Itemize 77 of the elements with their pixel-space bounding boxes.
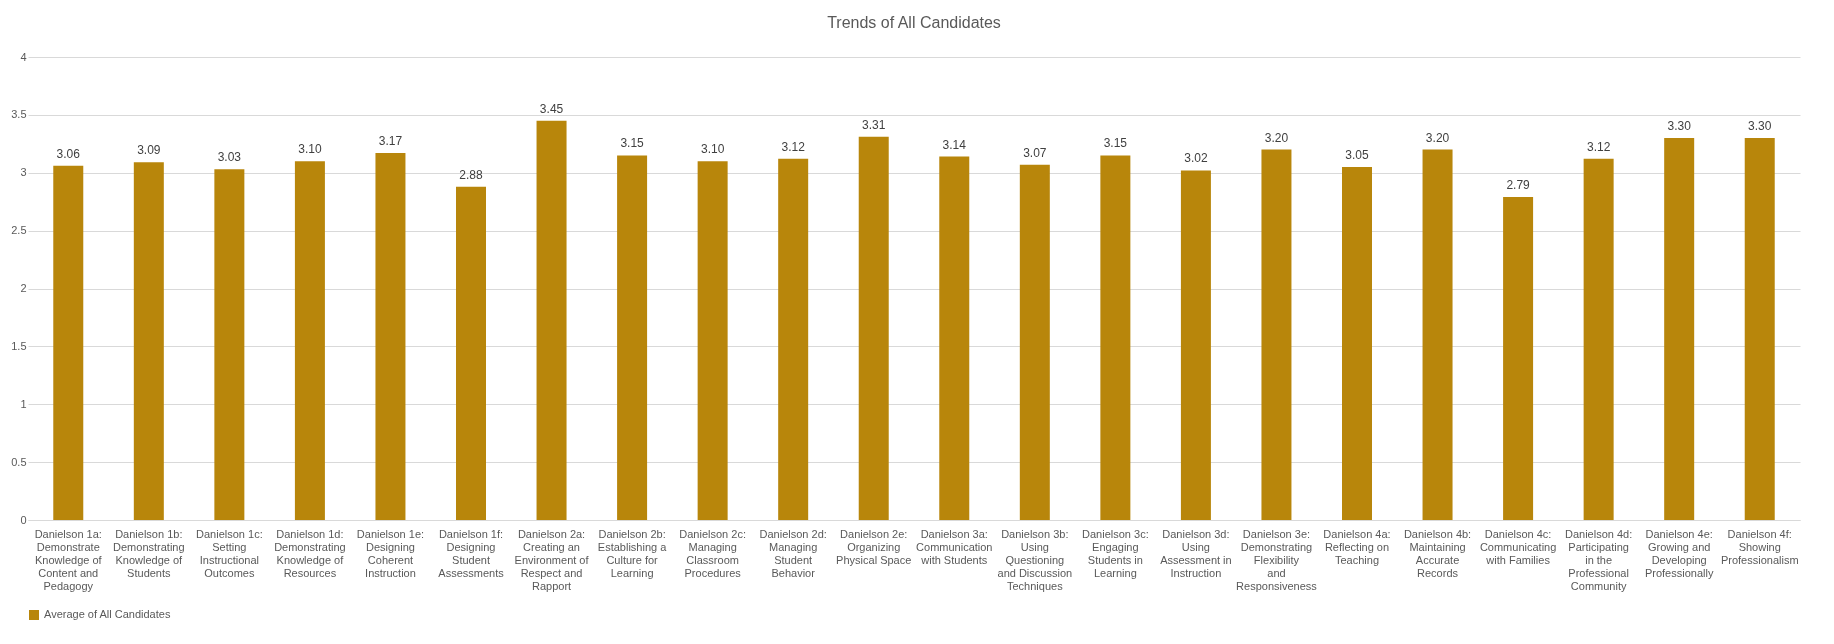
x-tick-label: Danielson 3d: Using Assessment in Instruction	[1160, 527, 1232, 579]
bar	[1503, 197, 1534, 520]
x-tick-label: Danielson 3c: Engaging Students in Learning	[1082, 527, 1149, 579]
data-label: 2.79	[1506, 178, 1531, 193]
bar	[536, 120, 567, 520]
y-tick-label: 0	[20, 513, 27, 526]
data-label: 3.07	[1023, 145, 1047, 160]
x-tick-label: Danielson 4c: Communicating with Families	[1479, 527, 1557, 566]
x-tick-label: Danielson 1d: Demonstrating Knowledge of Resources	[274, 527, 346, 579]
data-label: 3.17	[378, 134, 403, 149]
y-tick-label: 1	[20, 397, 27, 410]
y-tick-label: 3.5	[11, 108, 27, 121]
data-label: 3.03	[217, 150, 242, 165]
bar	[1342, 166, 1372, 520]
bar	[617, 155, 648, 520]
data-label: 3.15	[1103, 136, 1128, 151]
data-label: 3.10	[700, 142, 725, 157]
bar	[1664, 138, 1695, 520]
data-label: 3.12	[1586, 139, 1611, 154]
data-label: 3.05	[1345, 147, 1369, 162]
y-tick-label: 2	[20, 282, 27, 294]
data-label: 3.12	[781, 139, 806, 154]
bar	[1422, 149, 1453, 520]
bar	[1100, 155, 1131, 520]
data-label: 3.31	[862, 117, 886, 132]
x-tick-label: Danielson 2e: Organizing Physical Space	[836, 527, 912, 566]
chart-title: Trends of All Candidates	[827, 14, 1001, 31]
bar	[939, 156, 970, 520]
x-tick-label: Danielson 2d: Managing Student Behavior	[759, 527, 827, 579]
x-tick-label: Danielson 3a: Communication with Students	[916, 527, 993, 566]
x-tick-label: Danielson 1b: Demonstrating Knowledge of Students	[113, 527, 185, 579]
bar	[456, 186, 486, 520]
bar	[375, 153, 406, 520]
data-label: 3.30	[1748, 119, 1772, 134]
bar	[1261, 149, 1292, 520]
data-label: 3.20	[1425, 130, 1450, 145]
bar	[1019, 164, 1050, 520]
bar	[858, 136, 889, 520]
x-tick-label: Danielson 1a: Demonstrate Knowledge of Content and Pedagogy	[34, 527, 103, 592]
y-tick-label: 3	[20, 166, 27, 179]
bar	[1583, 158, 1614, 520]
bar	[1180, 170, 1211, 520]
data-label: 3.14	[942, 137, 967, 152]
data-label: 3.09	[137, 143, 161, 158]
x-tick-label: Danielson 4e: Growing and Developing Professionally	[1644, 527, 1714, 579]
bar	[53, 165, 84, 520]
bar	[697, 161, 728, 520]
data-label: 3.15	[620, 136, 645, 151]
y-tick-label: 4	[20, 50, 27, 63]
x-tick-label: Danielson 1e: Designing Coherent Instruction	[356, 527, 425, 579]
y-tick-label: 0.5	[11, 455, 27, 468]
x-tick-label: Danielson 3e: Demonstrating Flexibility and Responsiveness	[1236, 527, 1318, 592]
x-tick-label: Danielson 4a: Reflecting on Teaching	[1323, 527, 1391, 566]
data-label: 2.88	[459, 167, 483, 182]
data-label: 3.45	[539, 101, 564, 116]
x-tick-label: Danielson 4b: Maintaining Accurate Records	[1403, 527, 1472, 579]
data-label: 3.30	[1667, 119, 1692, 134]
x-tick-label: Danielson 4f: Showing Professionalism	[1720, 527, 1799, 566]
data-label: 3.06	[56, 146, 81, 161]
x-tick-label: Danielson 4d: Participating in the Professional Community	[1565, 527, 1633, 592]
bar	[778, 158, 809, 520]
data-label: 3.20	[1264, 130, 1289, 145]
bar	[214, 169, 245, 520]
y-tick-label: 2.5	[11, 224, 27, 237]
bar	[1744, 138, 1775, 520]
x-tick-label: Danielson 2c: Managing Classroom Procedures	[679, 527, 746, 579]
data-label: 3.02	[1184, 151, 1208, 166]
x-tick-label: Danielson 2a: Creating an Environment of Respect and Rapport	[514, 527, 590, 592]
x-tick-label: Danielson 1f: Designing Student Assessments	[438, 527, 505, 579]
legend-label: Average of All Candidates	[44, 608, 171, 620]
bar	[133, 162, 164, 520]
y-tick-label: 1.5	[11, 339, 27, 352]
x-tick-label: Danielson 3b: Using Questioning and Discussion Techniques	[997, 527, 1073, 592]
x-tick-label: Danielson 2b: Establishing a Culture for Learning	[597, 527, 668, 579]
x-tick-label: Danielson 1c: Setting Instructional Outcomes	[196, 527, 263, 579]
data-label: 3.10	[298, 142, 322, 157]
bar	[294, 161, 325, 520]
